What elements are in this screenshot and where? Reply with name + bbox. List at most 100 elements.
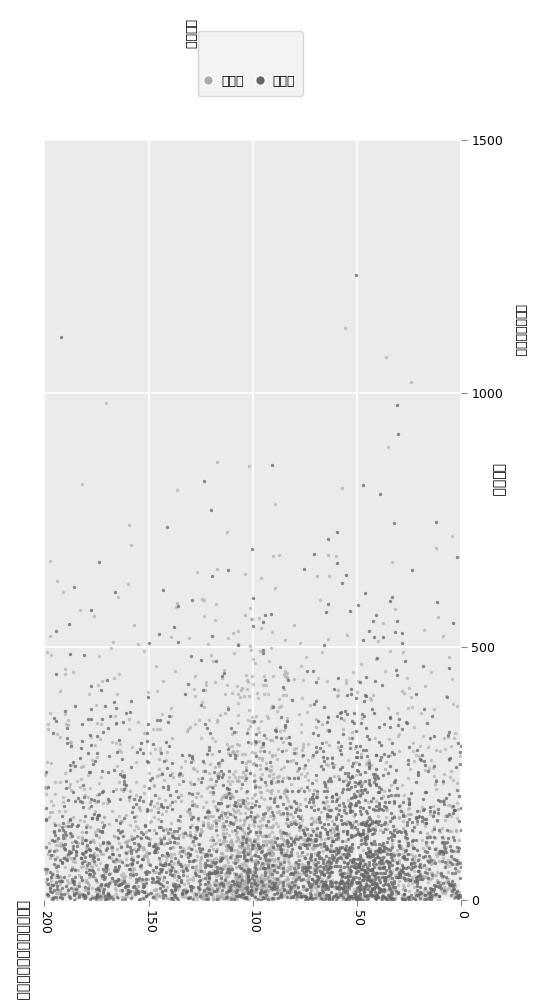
正样本 xyxy=(47,755,56,771)
负样本 xyxy=(371,777,380,793)
负样本 xyxy=(173,877,182,893)
负样本 xyxy=(310,851,319,867)
负样本 xyxy=(230,747,239,763)
正样本 xyxy=(243,836,252,852)
负样本 xyxy=(77,716,86,732)
负样本 xyxy=(339,884,348,900)
正样本 xyxy=(230,865,239,881)
正样本 xyxy=(257,857,266,873)
负样本 xyxy=(211,863,220,879)
正样本 xyxy=(245,801,254,817)
正样本 xyxy=(152,864,161,880)
正样本 xyxy=(94,881,103,897)
负样本 xyxy=(77,850,86,866)
负样本 xyxy=(373,843,382,859)
正样本 xyxy=(268,836,277,852)
正样本 xyxy=(111,708,120,724)
负样本 xyxy=(118,751,127,767)
正样本 xyxy=(336,839,345,855)
负样本 xyxy=(370,774,379,790)
负样本 xyxy=(367,701,376,717)
负样本 xyxy=(396,803,405,819)
负样本 xyxy=(221,789,230,805)
负样本 xyxy=(370,852,379,868)
正样本 xyxy=(173,482,182,498)
正样本 xyxy=(387,886,396,902)
正样本 xyxy=(353,816,362,832)
正样本 xyxy=(282,710,291,726)
负样本 xyxy=(300,850,309,866)
正样本 xyxy=(270,877,279,893)
正样本 xyxy=(301,835,310,851)
负样本 xyxy=(370,705,379,721)
正样本 xyxy=(291,886,300,902)
负样本 xyxy=(319,876,328,892)
负样本 xyxy=(366,811,375,827)
负样本 xyxy=(381,865,390,881)
负样本 xyxy=(359,782,368,798)
负样本 xyxy=(378,837,386,853)
正样本 xyxy=(268,817,277,833)
正样本 xyxy=(195,881,204,897)
负样本 xyxy=(124,789,133,805)
正样本 xyxy=(234,695,242,711)
正样本 xyxy=(225,874,234,890)
正样本 xyxy=(241,831,250,847)
负样本 xyxy=(365,847,374,863)
正样本 xyxy=(309,813,318,829)
正样本 xyxy=(356,886,365,902)
负样本 xyxy=(358,785,366,801)
负样本 xyxy=(291,816,300,832)
负样本 xyxy=(393,397,401,413)
正样本 xyxy=(241,878,250,894)
正样本 xyxy=(313,844,322,860)
正样本 xyxy=(367,692,376,708)
正样本 xyxy=(128,883,137,899)
负样本 xyxy=(119,781,128,797)
负样本 xyxy=(295,818,304,834)
负样本 xyxy=(251,734,260,750)
正样本 xyxy=(267,832,276,848)
负样本 xyxy=(152,839,161,855)
负样本 xyxy=(166,834,175,850)
正样本 xyxy=(42,780,51,796)
负样本 xyxy=(448,865,457,881)
正样本 xyxy=(271,496,280,512)
正样本 xyxy=(335,885,344,901)
负样本 xyxy=(396,824,405,840)
正样本 xyxy=(233,891,242,907)
负样本 xyxy=(357,861,366,877)
正样本 xyxy=(208,793,217,809)
正样本 xyxy=(205,771,214,787)
正样本 xyxy=(242,759,251,775)
正样本 xyxy=(273,751,282,767)
正样本 xyxy=(364,811,373,827)
负样本 xyxy=(150,844,159,860)
负样本 xyxy=(442,834,451,850)
负样本 xyxy=(118,828,127,844)
负样本 xyxy=(302,663,311,679)
正样本 xyxy=(404,801,413,817)
正样本 xyxy=(53,857,62,873)
负样本 xyxy=(270,791,279,807)
正样本 xyxy=(84,875,93,891)
负样本 xyxy=(186,847,195,863)
负样本 xyxy=(56,889,64,905)
负样本 xyxy=(64,792,73,808)
负样本 xyxy=(355,738,364,754)
负样本 xyxy=(359,870,368,886)
正样本 xyxy=(53,863,62,879)
正样本 xyxy=(448,696,457,712)
负样本 xyxy=(398,807,407,823)
正样本 xyxy=(241,871,250,887)
正样本 xyxy=(68,883,77,899)
负样本 xyxy=(320,891,329,907)
正样本 xyxy=(325,867,334,883)
负样本 xyxy=(168,829,177,845)
正样本 xyxy=(418,871,427,887)
正样本 xyxy=(238,833,247,849)
负样本 xyxy=(57,880,66,896)
负样本 xyxy=(404,871,413,887)
负样本 xyxy=(331,840,340,856)
负样本 xyxy=(443,822,451,838)
